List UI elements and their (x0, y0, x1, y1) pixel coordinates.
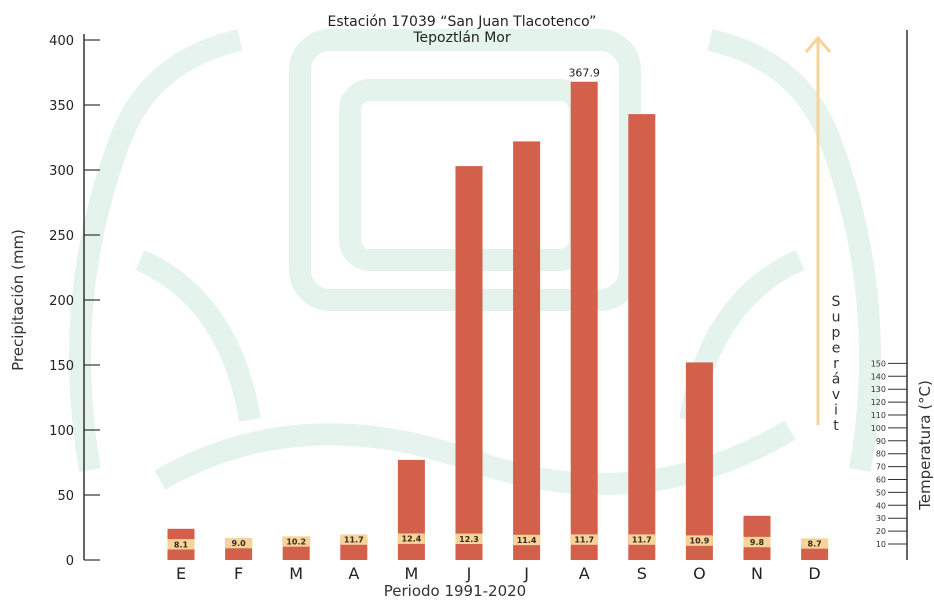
y2-tick-label: 90 (876, 437, 886, 446)
temperature-value-label: 10.9 (690, 537, 710, 546)
precipitation-bar (455, 166, 483, 560)
temperature-value-label: 11.4 (517, 536, 537, 545)
x-category-label: N (751, 564, 763, 583)
y2-tick-label: 80 (876, 450, 886, 459)
surplus-arrow (804, 35, 832, 425)
x-category-label: O (693, 564, 706, 583)
y2-axis-label: Temperatura (°C) (916, 380, 934, 511)
bars-group: 8.1 9.0 10.2 11.7 12.4 12.3 11.4 11.7 11.7 10.9 9.… (167, 67, 829, 560)
temperature-band (685, 535, 713, 546)
x-axis-label: Periodo 1991-2020 (384, 582, 526, 600)
surplus-letter: u (832, 310, 841, 326)
temperature-value-label: 8.7 (808, 539, 822, 548)
y2-tick-label: 30 (876, 514, 886, 523)
temperature-band (397, 533, 425, 544)
y-axis-ticks: 0 50 100 150 200 250 300 350 400 (49, 34, 100, 569)
y2-tick-label: 120 (871, 398, 886, 407)
temperature-value-label: 11.7 (632, 536, 652, 545)
y2-axis-ticks: 10 20 30 40 50 60 70 80 90 100 110 120 130 140 150 (871, 359, 907, 549)
temperature-band (340, 534, 368, 545)
temperature-value-label: 10.2 (286, 538, 306, 547)
temperature-value-label: 11.7 (574, 536, 594, 545)
x-category-label: J (466, 564, 472, 583)
y2-tick-label: 100 (871, 424, 886, 433)
temperature-value-label: 12.3 (459, 535, 479, 544)
temperature-band (455, 533, 483, 545)
y-tick-label: 50 (57, 489, 74, 504)
y2-tick-label: 130 (871, 385, 886, 394)
surplus-letter: p (832, 325, 841, 341)
precipitation-bar (685, 362, 713, 560)
y2-tick-label: 150 (871, 359, 886, 368)
y2-tick-label: 60 (876, 476, 886, 485)
surplus-letter: e (832, 341, 841, 357)
chart-title: Estación 17039 “San Juan Tlacotenco” (328, 14, 597, 30)
y2-tick-label: 20 (876, 527, 886, 536)
temperature-value-label: 8.1 (174, 540, 189, 549)
chart-subtitle: Tepoztlán Mor (412, 30, 511, 46)
x-category-label: A (348, 564, 359, 583)
chart-title-group: Estación 17039 “San Juan Tlacotenco” Tep… (328, 14, 597, 46)
temperature-band (743, 536, 771, 548)
y-tick-label: 250 (49, 229, 74, 244)
surplus-letter: v (832, 387, 840, 403)
precipitation-bar (628, 114, 656, 560)
temperature-band (628, 534, 656, 545)
precipitation-bar (570, 81, 598, 560)
temperature-band (282, 536, 310, 547)
temperature-value-label: 11.7 (344, 536, 364, 545)
temperature-band (225, 537, 253, 549)
x-category-label: D (808, 564, 820, 583)
x-category-label: M (404, 564, 418, 583)
temperature-band (513, 534, 541, 546)
max-value-annotation: 367.9 (568, 67, 600, 80)
y2-tick-label: 10 (876, 540, 886, 549)
surplus-letter: t (833, 418, 839, 434)
surplus-letter: i (834, 403, 838, 419)
y2-tick-label: 70 (876, 463, 886, 472)
y-tick-label: 150 (49, 359, 74, 374)
precipitation-bar (513, 141, 541, 560)
precipitation-bar (397, 459, 425, 560)
surplus-letter: á (832, 372, 841, 388)
temperature-band (801, 538, 829, 549)
y-tick-label: 200 (49, 294, 74, 309)
y2-tick-label: 40 (876, 501, 886, 510)
y2-tick-label: 140 (871, 372, 886, 381)
x-category-label: J (523, 564, 529, 583)
temperature-band (167, 539, 195, 550)
x-category-label: M (289, 564, 303, 583)
temperature-value-label: 12.4 (402, 535, 422, 544)
y2-tick-label: 110 (871, 411, 886, 420)
temperature-value-label: 9.8 (750, 538, 765, 547)
x-category-label: E (176, 564, 186, 583)
surplus-letter: S (832, 294, 841, 310)
y-tick-label: 100 (49, 424, 74, 439)
x-category-label: S (637, 564, 647, 583)
temperature-band (570, 534, 598, 545)
surplus-letter: r (833, 356, 839, 372)
y-tick-label: 350 (49, 99, 74, 114)
y-tick-label: 300 (49, 164, 74, 179)
x-category-label: F (234, 564, 243, 583)
y-tick-label: 400 (49, 34, 74, 49)
y2-tick-label: 50 (876, 488, 886, 497)
temperature-value-label: 9.0 (232, 539, 247, 548)
y-tick-label: 0 (66, 554, 74, 569)
x-category-label: A (579, 564, 590, 583)
y-axis-label: Precipitación (mm) (9, 229, 27, 371)
